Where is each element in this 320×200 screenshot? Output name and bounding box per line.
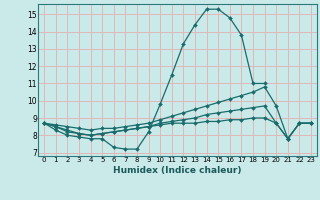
X-axis label: Humidex (Indice chaleur): Humidex (Indice chaleur) bbox=[113, 166, 242, 175]
